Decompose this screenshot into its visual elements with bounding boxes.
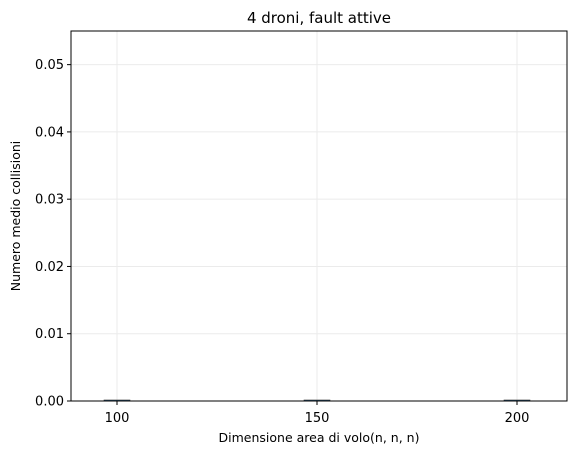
y-tick-label: 0.04 — [35, 125, 64, 140]
y-tick-label: 0.00 — [35, 395, 64, 410]
x-tick-label: 150 — [305, 411, 330, 426]
chart-title: 4 droni, fault attive — [247, 9, 391, 27]
x-tick-label: 200 — [505, 411, 530, 426]
y-tick-label: 0.02 — [35, 260, 64, 275]
y-axis-label: Numero medio collisioni — [8, 141, 23, 292]
x-tick-label: 100 — [105, 411, 130, 426]
plot-frame — [70, 30, 568, 402]
x-axis-label: Dimensione area di volo(n, n, n) — [219, 430, 420, 445]
grid — [71, 31, 567, 402]
x-axis: 100 150 200 — [105, 401, 530, 426]
y-tick-label: 0.01 — [35, 327, 64, 342]
y-axis: 0.00 0.01 0.02 0.03 0.04 0.05 — [35, 58, 71, 410]
y-tick-label: 0.03 — [35, 193, 64, 208]
y-tick-label: 0.05 — [35, 58, 64, 73]
